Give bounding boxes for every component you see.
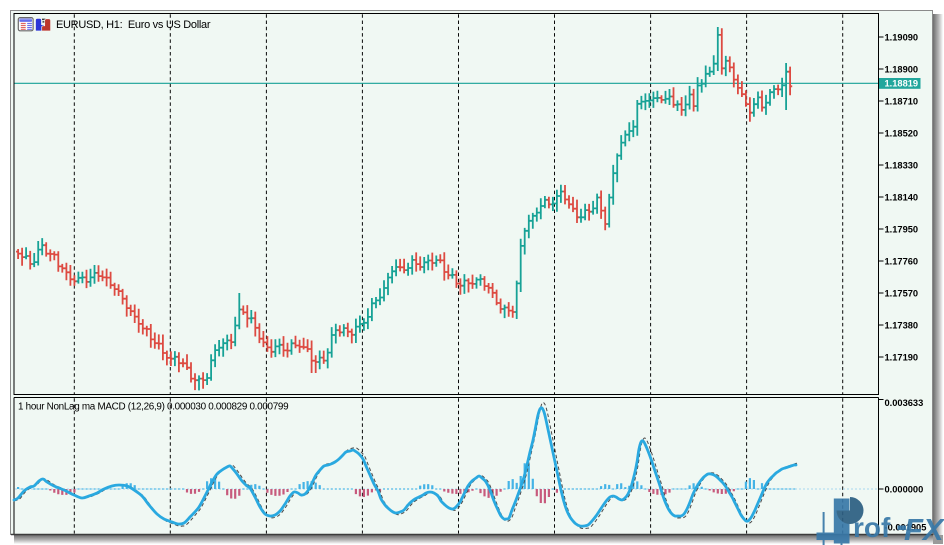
- svg-text:1.17190: 1.17190: [885, 352, 919, 362]
- svg-text:1.18140: 1.18140: [885, 192, 919, 202]
- svg-text:1.18520: 1.18520: [885, 128, 919, 138]
- svg-text:EURUSD, H1: Euro vs US Dollar: EURUSD, H1: Euro vs US Dollar: [56, 19, 211, 31]
- svg-text:1 hour NonLag ma MACD (12,26,9: 1 hour NonLag ma MACD (12,26,9) 0.000030…: [18, 402, 289, 413]
- svg-text:1.18330: 1.18330: [885, 160, 919, 170]
- svg-text:1.17380: 1.17380: [885, 320, 919, 330]
- svg-text:1.18710: 1.18710: [885, 96, 919, 106]
- svg-text:rof: rof: [853, 512, 891, 543]
- svg-text:1.17760: 1.17760: [885, 256, 919, 266]
- svg-text:1.17950: 1.17950: [885, 224, 919, 234]
- svg-text:0.000000: 0.000000: [885, 484, 924, 494]
- svg-text:1.18900: 1.18900: [885, 64, 919, 74]
- svg-text:0.003633: 0.003633: [885, 398, 924, 408]
- svg-text:1.18819: 1.18819: [885, 79, 919, 89]
- svg-text:1.17570: 1.17570: [885, 288, 919, 298]
- svg-text:1.19090: 1.19090: [885, 32, 919, 42]
- svg-text:FX: FX: [904, 512, 944, 545]
